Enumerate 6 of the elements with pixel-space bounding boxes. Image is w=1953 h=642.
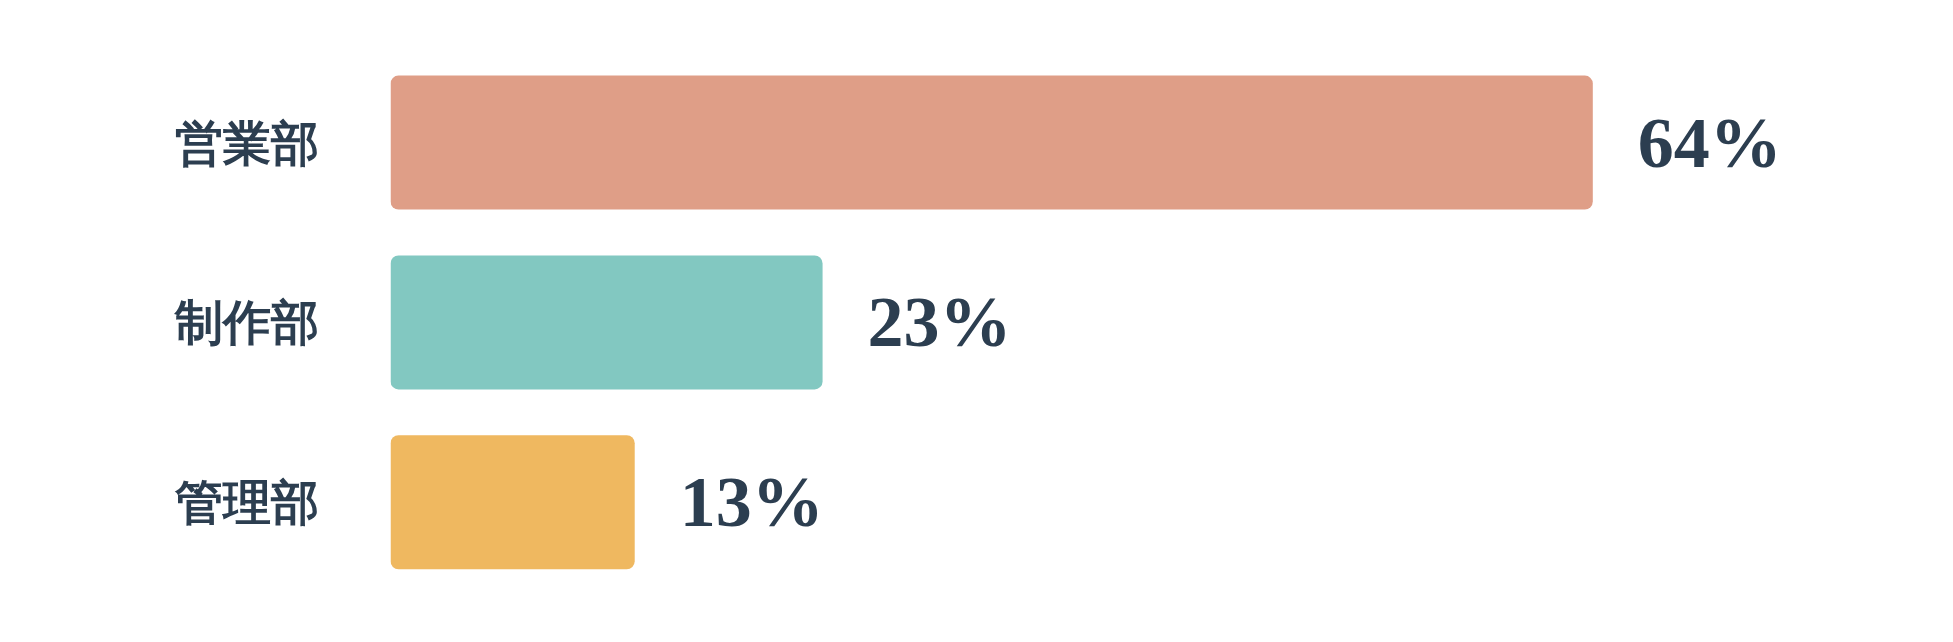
data-label: 23% <box>867 282 1012 363</box>
y-tick-label: 制作部 <box>172 294 319 351</box>
y-tick-label: 営業部 <box>174 114 319 171</box>
data-label: 64% <box>1637 102 1782 183</box>
y-tick-label: 管理部 <box>173 474 319 531</box>
data-label: 13% <box>679 462 824 543</box>
